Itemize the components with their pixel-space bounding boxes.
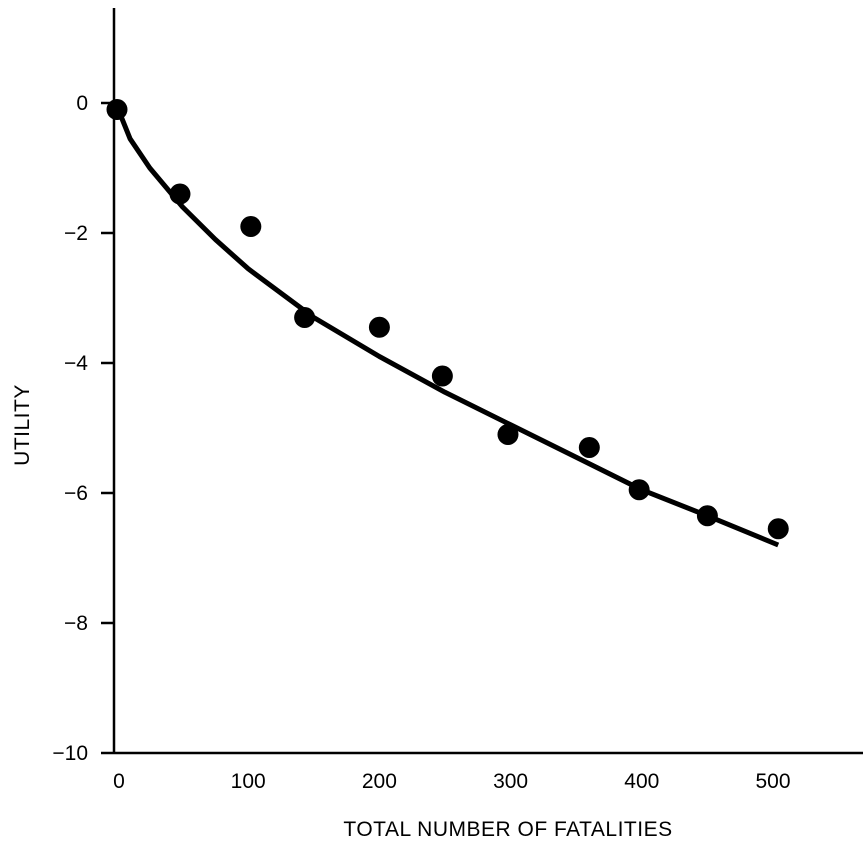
data-point [497,424,519,445]
x-tick-label: 100 [231,770,266,793]
data-point [628,479,650,501]
y-tick-label: −6 [64,482,88,505]
x-tick-label: 0 [113,770,125,793]
data-point [368,316,390,338]
x-tick-label: 400 [624,770,659,793]
data-point [169,183,191,205]
data-point [578,437,600,458]
y-tick-label: −8 [64,612,88,635]
plot-area [106,8,863,755]
y-tick-label: −10 [52,742,88,765]
data-point [431,365,453,387]
fit-curve [114,105,780,548]
data-point [294,307,316,328]
y-axis-title: UTILITY [11,384,34,466]
x-axis: 0 100 200 300 400 500 [113,770,790,793]
x-tick-label: 200 [362,770,397,793]
y-tick-label: −2 [64,222,88,245]
data-point [696,505,718,527]
x-axis-title: TOTAL NUMBER OF FATALITIES [343,818,672,841]
y-tick-label: −4 [64,352,88,375]
data-point [240,216,262,237]
data-point [767,518,789,540]
x-tick-label: 500 [755,770,790,793]
y-tick-label: 0 [76,92,88,115]
x-tick-label: 300 [493,770,528,793]
y-axis: 0 −2 −4 −6 −8 −10 [52,92,114,765]
